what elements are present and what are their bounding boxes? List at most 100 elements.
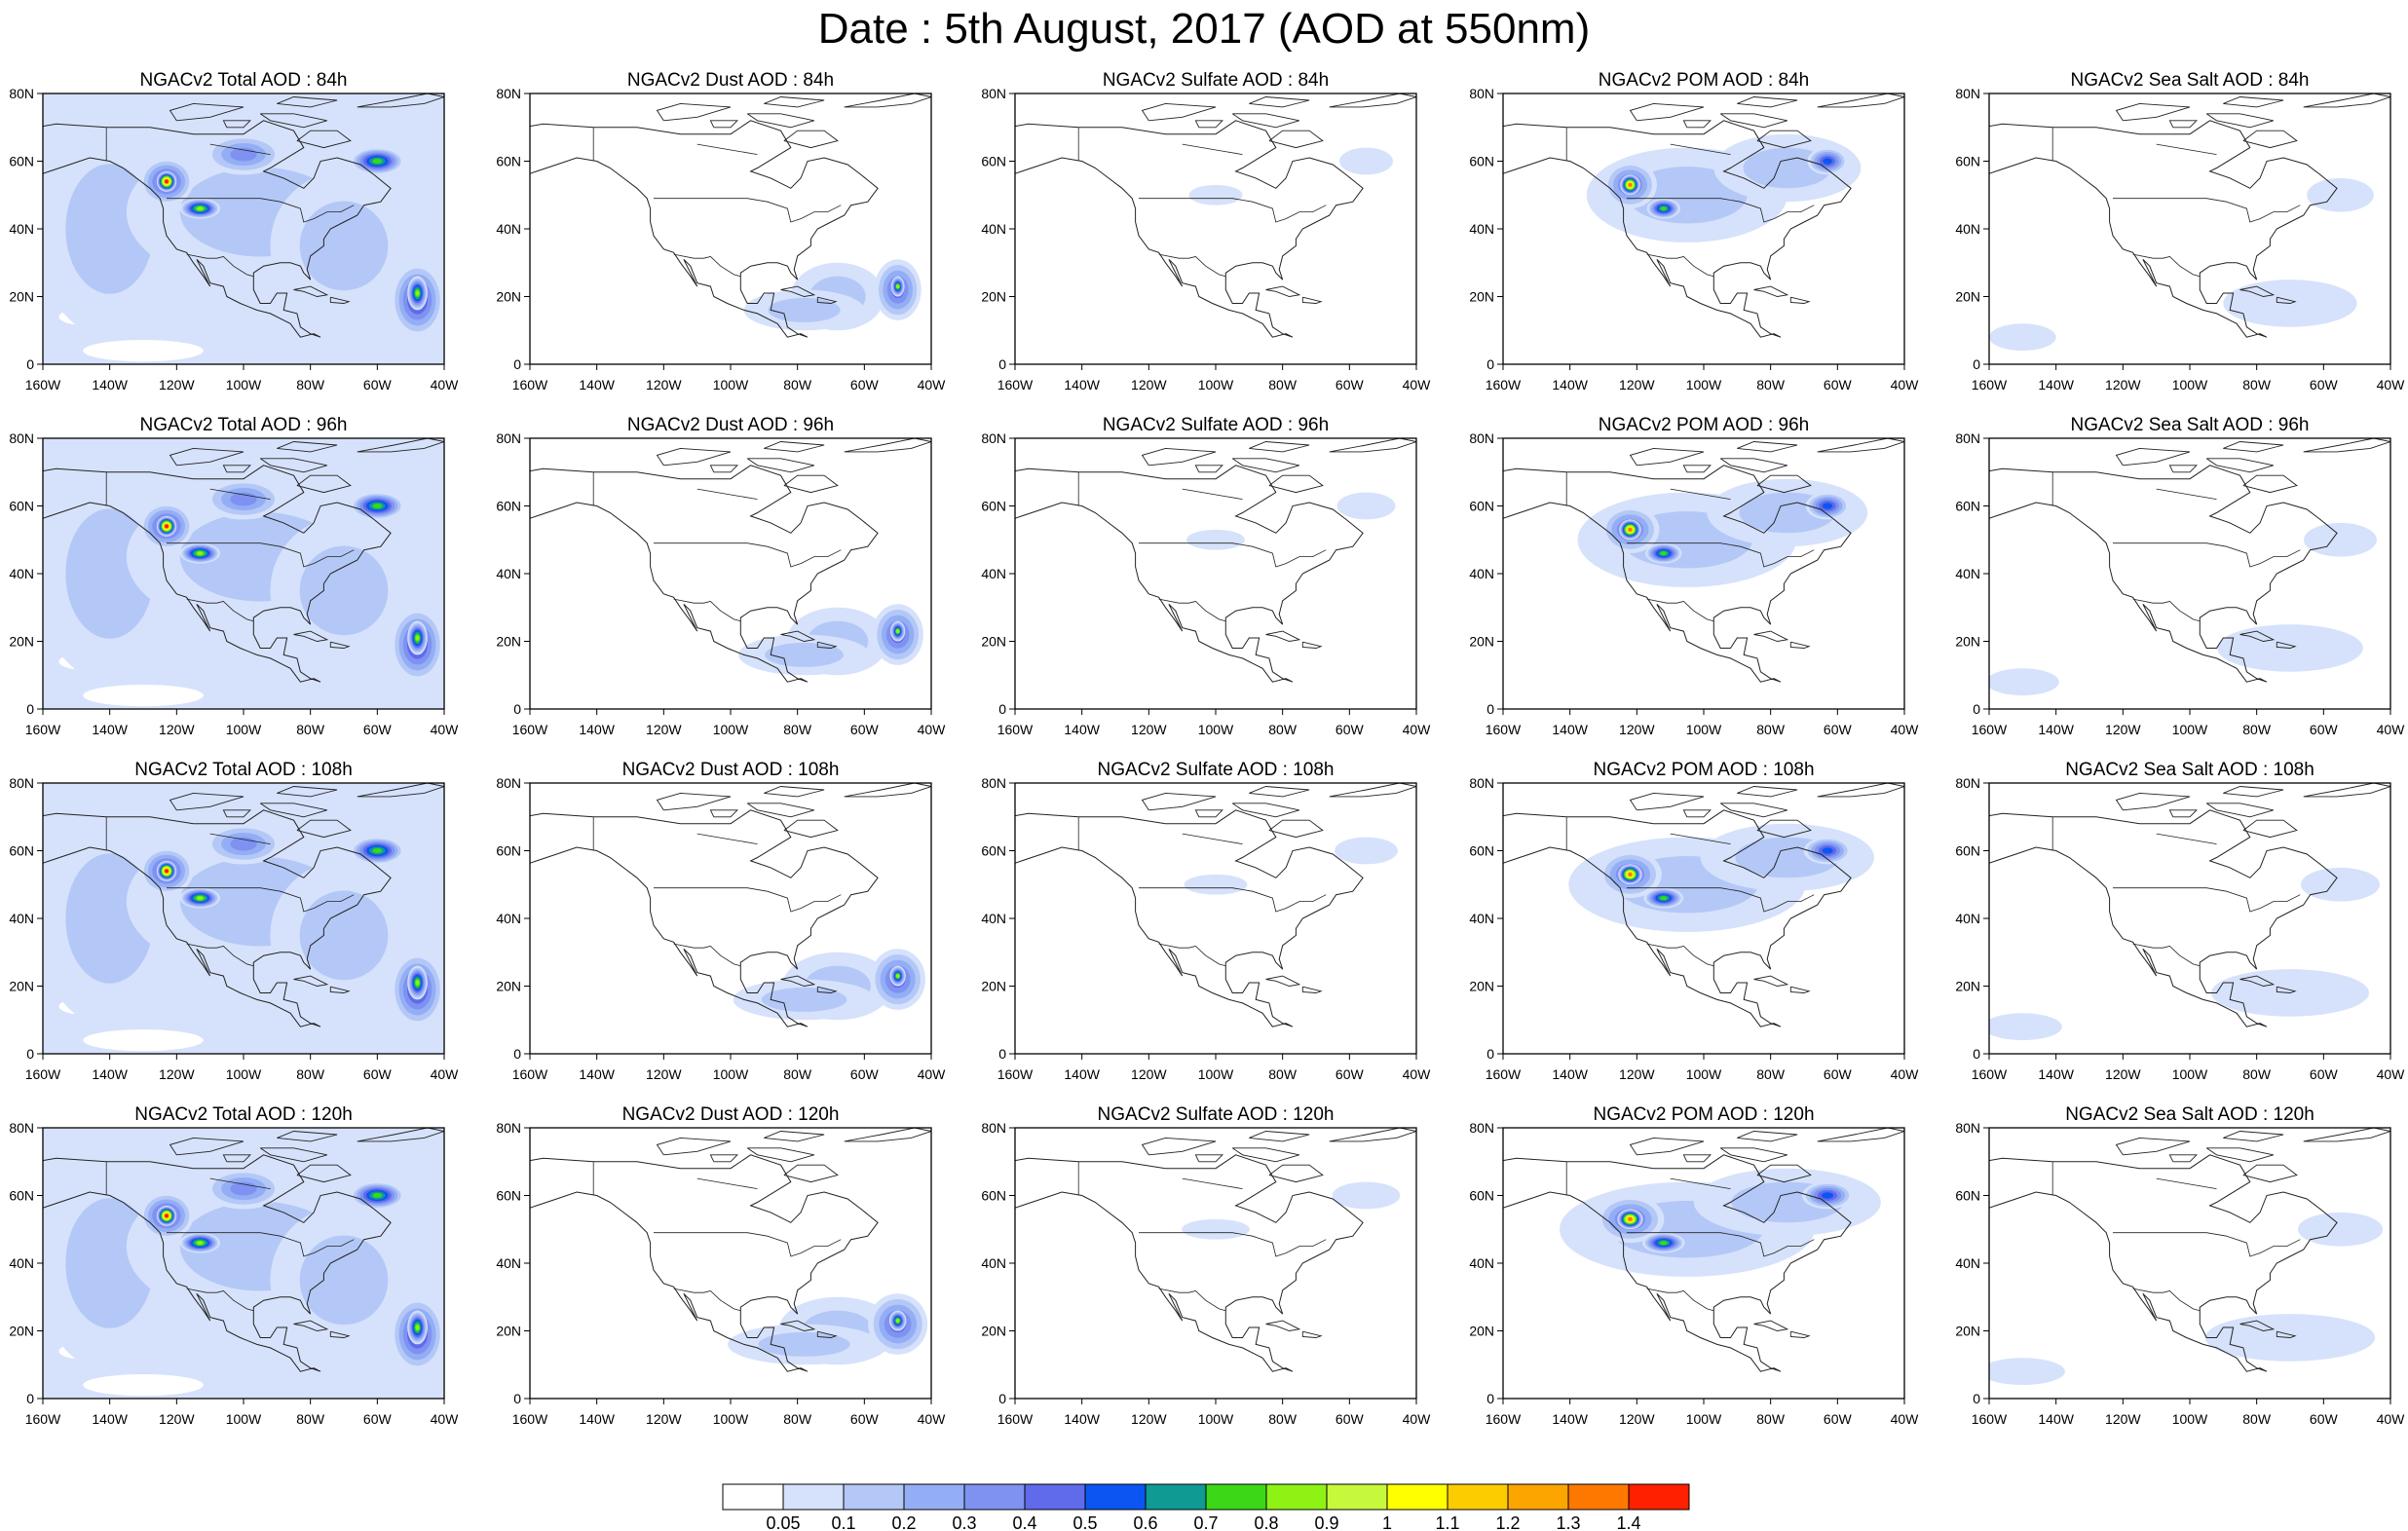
lat-tick-label: 20N [1955, 289, 1980, 305]
colorbar-swatch [722, 1483, 784, 1511]
island-outline [2303, 1128, 2390, 1142]
island-outline [1756, 474, 1812, 494]
lat-tick-label: 80N [981, 775, 1006, 791]
island-outline [2168, 465, 2198, 473]
lat-tick-label: 80N [496, 775, 521, 791]
island-outline [1789, 1330, 1811, 1338]
island-outline [1682, 120, 1712, 129]
island-outline [2303, 438, 2390, 453]
panel-title: NGACv2 Total AOD : 120h [134, 1104, 353, 1125]
lon-tick-label: 120W [646, 1066, 682, 1082]
island-outline [2168, 809, 2198, 818]
aod-plume [165, 524, 169, 529]
colorbar-label: 0.5 [1072, 1513, 1097, 1531]
lon-tick-label: 160W [997, 377, 1034, 392]
island-outline [169, 1137, 245, 1156]
lon-tick-label: 120W [1619, 1066, 1655, 1082]
island-outline [1817, 93, 1904, 108]
lat-tick-label: 0 [513, 356, 521, 372]
lat-tick-label: 60N [9, 1188, 34, 1204]
island-outline [2242, 130, 2298, 149]
lon-tick-label: 100W [2172, 722, 2208, 737]
island-outline [1301, 296, 1323, 304]
border-us-mexico [673, 598, 741, 622]
lat-tick-label: 80N [981, 1120, 1006, 1136]
coastline [2156, 1177, 2217, 1189]
map-plot: 0 20N 40N 60N 80N 160W 140W 120W 100W 80W 60W 40W [9, 775, 459, 1082]
aod-plume [1822, 847, 1833, 854]
island-outline [656, 792, 732, 811]
aod-plume [2307, 177, 2374, 212]
lon-tick-label: 40W [1403, 1411, 1432, 1427]
border-us-canada [1627, 198, 1815, 223]
lat-tick-label: 0 [1973, 1046, 1980, 1062]
aod-plume [895, 1319, 900, 1324]
island-outline [1194, 465, 1223, 473]
lon-tick-label: 140W [1064, 1411, 1100, 1427]
aod-plume [1659, 1241, 1668, 1246]
colorbar-label: 1.3 [1556, 1513, 1580, 1531]
island-outline [1737, 1131, 1798, 1142]
island-outline [1194, 1154, 1223, 1163]
island-outline [746, 458, 814, 473]
lat-tick-label: 20N [496, 979, 521, 994]
aod-plume [1660, 206, 1667, 211]
island-outline [1789, 641, 1811, 649]
border-us-canada [1627, 887, 1815, 913]
lon-tick-label: 40W [918, 1411, 947, 1427]
coastline [43, 1154, 392, 1372]
island-outline [357, 1128, 444, 1142]
lon-tick-label: 80W [2242, 377, 2272, 392]
lon-tick-label: 120W [159, 1411, 195, 1427]
border-us-mexico [673, 1288, 741, 1312]
lon-tick-label: 80W [296, 377, 325, 392]
border-us-canada [654, 1232, 842, 1257]
coastline [1989, 120, 2338, 338]
lon-tick-label: 40W [2377, 377, 2406, 392]
aod-clear-patch [83, 684, 204, 707]
island-outline [1194, 120, 1223, 129]
coastline [1015, 120, 1364, 338]
lon-tick-label: 60W [2310, 377, 2339, 392]
lon-tick-label: 40W [1891, 1411, 1920, 1427]
island-outline [783, 474, 839, 494]
lon-tick-label: 100W [1686, 377, 1722, 392]
island-outline [1719, 803, 1787, 818]
aod-plume [299, 890, 389, 981]
lat-tick-label: 80N [9, 86, 34, 101]
island-outline [222, 120, 251, 129]
island-outline [1301, 986, 1323, 993]
panel-title: NGACv2 Sea Salt AOD : 96h [2070, 415, 2310, 435]
lon-tick-label: 80W [783, 377, 812, 392]
colorbar-swatch [1447, 1483, 1509, 1511]
island-outline [1268, 819, 1324, 839]
aod-plume [758, 1331, 850, 1357]
island-outline [2239, 630, 2276, 642]
lon-tick-label: 80W [2242, 722, 2272, 737]
lat-tick-label: 0 [513, 701, 521, 717]
panel-title: NGACv2 Sea Salt AOD : 84h [2070, 70, 2310, 91]
lon-tick-label: 120W [1131, 722, 1167, 737]
lon-tick-label: 140W [579, 722, 615, 737]
colorbar-swatch [1507, 1483, 1569, 1511]
colorbar-label: 1.2 [1495, 1513, 1520, 1531]
island-outline [2276, 1330, 2297, 1338]
island-outline [1682, 465, 1712, 473]
aod-plume [1989, 1013, 2062, 1041]
aod-plume [1821, 1192, 1834, 1199]
lon-tick-label: 140W [579, 1066, 615, 1082]
island-outline [1737, 96, 1798, 108]
panel-title: NGACv2 Sulfate AOD : 96h [1102, 415, 1330, 435]
aod-plume [1989, 668, 2059, 696]
lon-tick-label: 60W [363, 722, 393, 737]
lon-tick-label: 60W [1336, 377, 1365, 392]
island-outline [1753, 630, 1789, 642]
panel-title: NGACv2 Total AOD : 84h [139, 70, 348, 91]
lon-tick-label: 100W [226, 377, 262, 392]
lat-tick-label: 60N [1469, 843, 1494, 859]
border-us-canada [1139, 887, 1327, 913]
lat-tick-label: 20N [1469, 289, 1494, 305]
lat-tick-label: 60N [9, 499, 34, 514]
aod-plume [895, 629, 900, 634]
island-outline [1141, 102, 1217, 122]
